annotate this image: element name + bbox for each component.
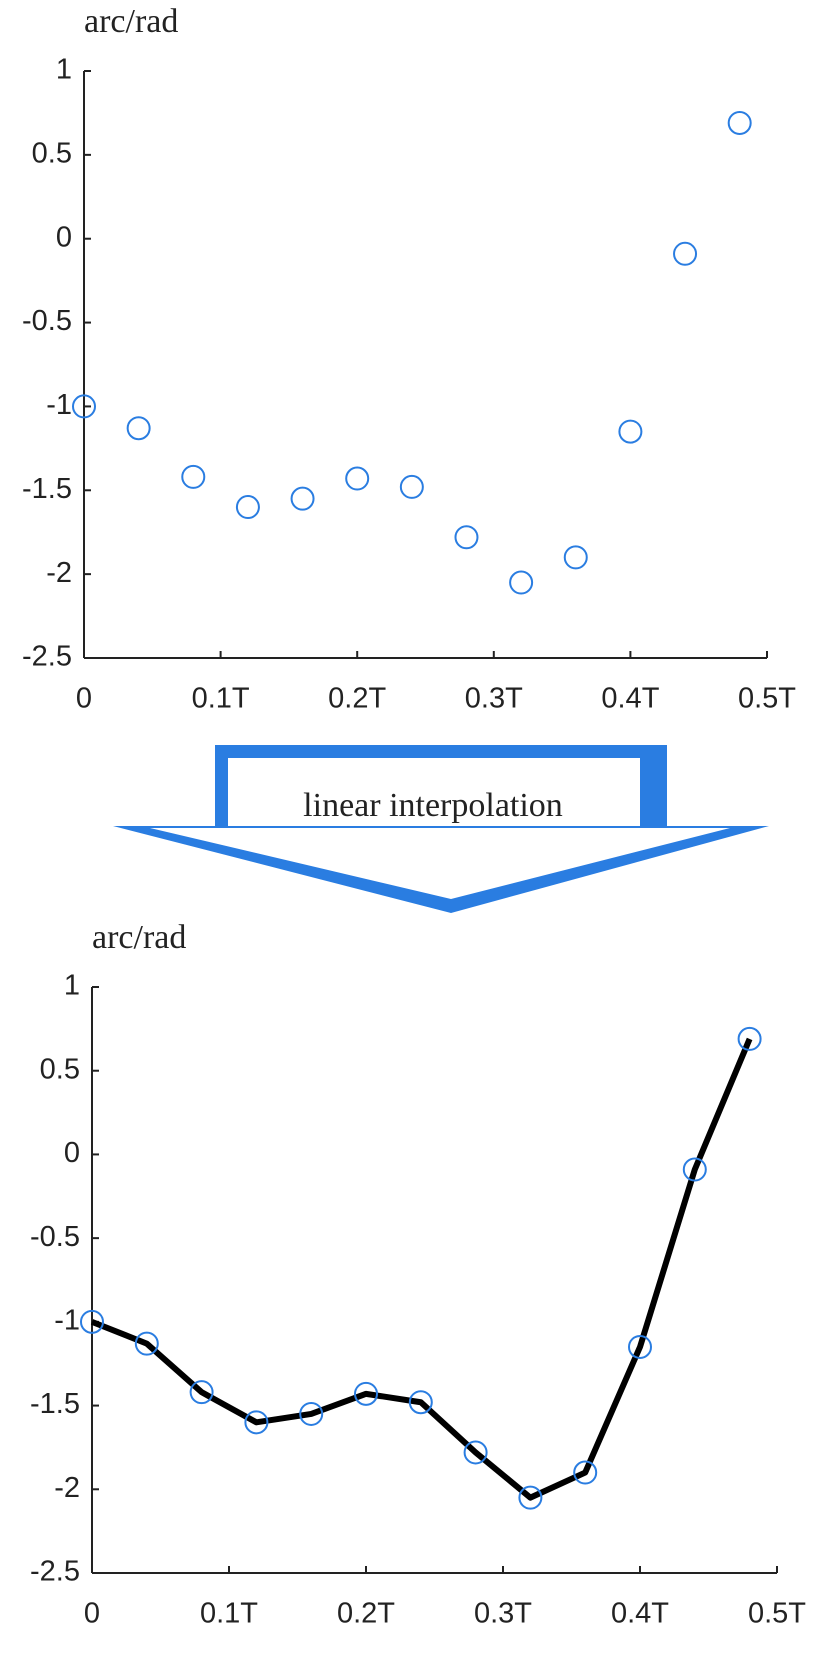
y-tick-label: 0.5	[32, 138, 72, 170]
data-point	[181, 464, 206, 489]
data-point	[235, 495, 260, 520]
arrow-head-inner	[150, 828, 730, 899]
data-point	[299, 1401, 324, 1426]
data-point	[618, 419, 643, 444]
annotation: linear interpolation	[303, 787, 563, 824]
x-tick-label: 0.2T	[328, 683, 386, 715]
data-point	[126, 416, 151, 441]
y-tick-label: 0	[56, 221, 72, 253]
y-tick-label: -1.5	[30, 1388, 80, 1420]
data-point	[244, 1410, 269, 1435]
data-point	[682, 1157, 707, 1182]
y-tick-label: -0.5	[30, 1221, 80, 1253]
data-point	[189, 1380, 214, 1405]
data-line	[90, 1037, 753, 1501]
data-point	[72, 394, 96, 419]
data-point	[628, 1334, 652, 1359]
data-point	[727, 110, 752, 135]
x-tick-label: 0.4T	[601, 683, 659, 715]
x-tick-label: 0.1T	[200, 1598, 258, 1630]
chart-title: arc/rad	[92, 919, 186, 956]
data-point	[408, 1390, 433, 1415]
chart-title: arc/rad	[84, 3, 178, 40]
data-point	[737, 1026, 762, 1051]
y-tick-label: 1	[64, 970, 80, 1002]
x-tick-label: 0.2T	[337, 1598, 395, 1630]
x-tick-label: 0.3T	[465, 683, 523, 715]
y-tick-label: -1.5	[22, 473, 72, 505]
data-point	[399, 474, 424, 499]
y-tick-label: -0.5	[22, 305, 72, 337]
x-tick-label: 0.5T	[748, 1598, 806, 1630]
data-point	[345, 466, 370, 491]
y-tick-label: -2	[46, 557, 72, 589]
y-tick-label: -2	[54, 1472, 80, 1504]
y-tick-label: 1	[56, 54, 72, 86]
x-tick-label: 0.5T	[738, 683, 796, 715]
y-tick-label: 0	[64, 1137, 80, 1169]
data-point	[454, 525, 479, 550]
arrow-bracket	[215, 745, 667, 826]
y-tick-label: -2.5	[30, 1556, 80, 1588]
x-tick-label: 0	[76, 683, 92, 715]
y-tick-label: -2.5	[22, 641, 72, 673]
data-point	[463, 1440, 488, 1465]
y-tick-label: -1	[46, 389, 72, 421]
y-tick-label: -1	[54, 1305, 80, 1337]
data-point	[509, 570, 534, 595]
data-point	[563, 545, 588, 570]
x-tick-label: 0	[84, 1598, 100, 1630]
y-tick-label: 0.5	[40, 1053, 80, 1085]
data-point	[673, 241, 698, 266]
data-point	[290, 486, 315, 511]
data-point	[354, 1381, 378, 1406]
x-tick-label: 0.4T	[611, 1598, 669, 1630]
x-tick-label: 0.1T	[192, 683, 250, 715]
data-point	[134, 1331, 159, 1356]
data-point	[573, 1460, 598, 1485]
x-tick-label: 0.3T	[474, 1598, 532, 1630]
data-point	[518, 1485, 543, 1510]
data-point	[80, 1309, 104, 1334]
